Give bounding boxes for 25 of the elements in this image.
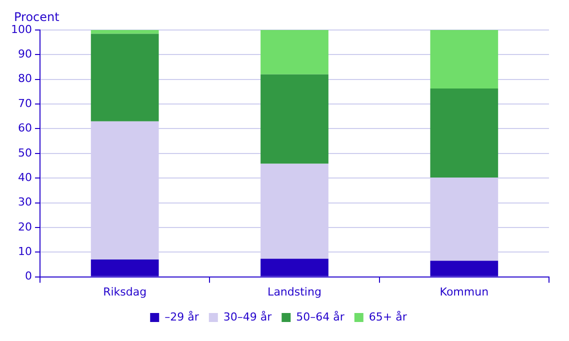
y-tick-label: 0 — [24, 270, 32, 283]
bar — [260, 74, 328, 164]
x-tick-label: Riksdag — [103, 285, 147, 298]
bar — [90, 34, 159, 122]
legend-label: –29 år — [164, 310, 200, 324]
bar — [430, 30, 498, 88]
x-tick-label: Kommun — [440, 285, 489, 298]
bar — [430, 88, 498, 178]
bar — [90, 30, 159, 34]
legend-label: 50–64 år — [296, 310, 345, 324]
y-tick-label: 60 — [18, 122, 32, 135]
y-tick-label: 70 — [18, 96, 32, 110]
legend-label: 65+ år — [368, 310, 408, 324]
y-axis-title: Procent — [14, 10, 60, 24]
y-tick-label: 40 — [18, 170, 32, 184]
bar — [260, 30, 328, 74]
legend-label: 30–49 år — [223, 310, 272, 324]
y-tick-label: 10 — [18, 244, 32, 258]
y-tick-label: 90 — [18, 48, 32, 61]
y-tick-label: 50 — [18, 146, 32, 160]
y-tick-label: 100 — [10, 22, 32, 36]
y-tick-label: 30 — [18, 196, 32, 209]
x-tick-label: Landsting — [268, 285, 322, 298]
y-tick-label: 20 — [18, 220, 32, 234]
y-tick-label: 80 — [18, 72, 32, 86]
